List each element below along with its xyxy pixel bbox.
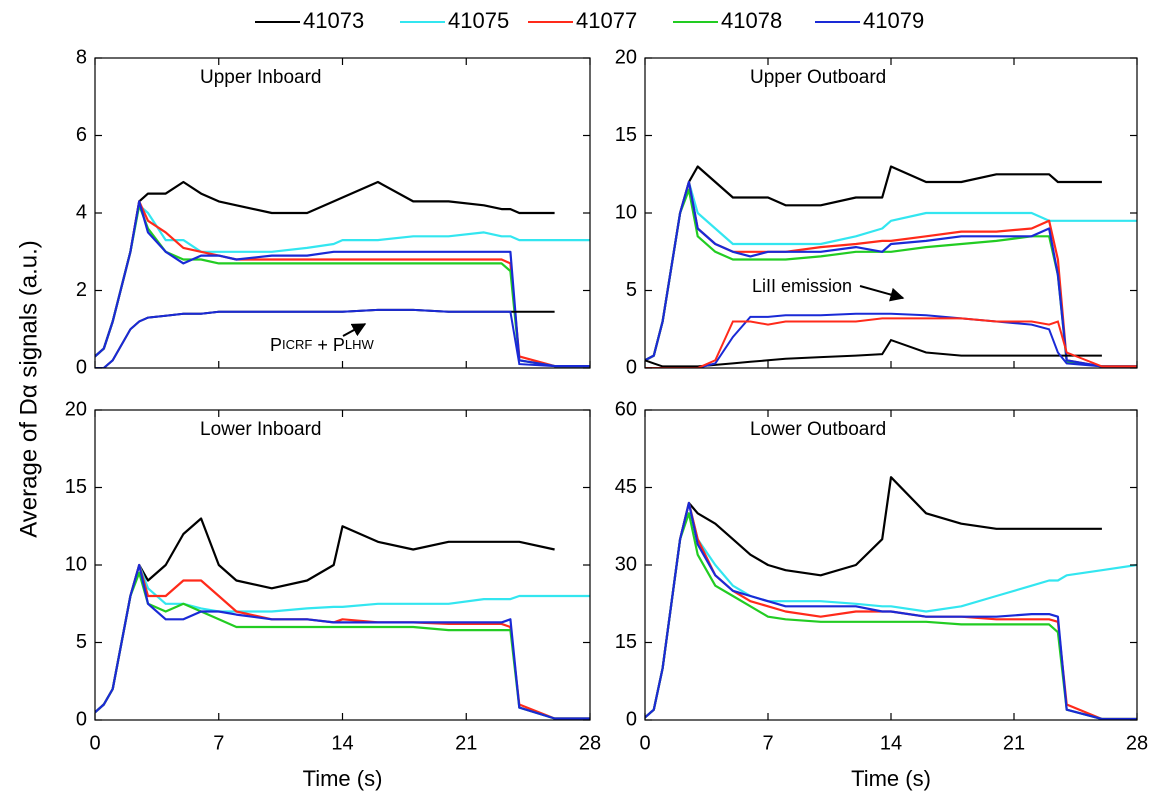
y-tick-label: 5 (626, 279, 637, 301)
signal-line (645, 317, 1137, 368)
x-tick-label: 21 (1003, 732, 1025, 754)
x-tick-label: 14 (331, 732, 353, 754)
y-tick-label: 0 (76, 708, 87, 730)
plot-area (645, 165, 1137, 368)
annotation-arrow (859, 285, 905, 302)
legend-label: 41077 (576, 8, 637, 33)
legend-label: 41075 (448, 8, 509, 33)
y-tick-label: 0 (626, 708, 637, 730)
series-line (95, 563, 590, 714)
annotation: LiII emission (752, 276, 852, 296)
x-tick-label: 0 (89, 732, 100, 754)
signal-line (645, 312, 1137, 368)
x-tick-label: 0 (639, 732, 650, 754)
x-tick-label: 14 (880, 732, 902, 754)
signal-line (95, 308, 590, 368)
y-tick-label: 8 (76, 46, 87, 68)
y-tick-label: 0 (626, 356, 637, 378)
series-line (645, 476, 1102, 719)
legend-label: 41078 (721, 8, 782, 33)
y-tick-label: 15 (65, 476, 87, 498)
series-line (95, 180, 555, 358)
signal-line (645, 338, 1102, 368)
series-line (95, 517, 555, 714)
legend-label: 41079 (863, 8, 924, 33)
series-line (645, 501, 1137, 720)
y-tick-label: 6 (76, 124, 87, 146)
annotation-part: ICRF (282, 337, 312, 352)
x-tick-label: 21 (455, 732, 477, 754)
series-line (95, 563, 590, 720)
annotation-part: LHW (345, 337, 375, 352)
panel-title: Upper Inboard (200, 67, 321, 88)
series-line (645, 188, 1137, 368)
plot-area (95, 517, 590, 720)
series-line (645, 180, 1137, 368)
panel-title: Lower Outboard (750, 419, 886, 440)
y-tick-label: 20 (615, 46, 637, 68)
plot-area (95, 180, 590, 368)
series-line (95, 571, 590, 720)
annotation-part: LiII emission (752, 276, 852, 296)
legend-label: 41073 (303, 8, 364, 33)
x-axis-label: Time (s) (303, 766, 383, 791)
x-axis-label: Time (s) (851, 766, 931, 791)
y-tick-label: 0 (76, 356, 87, 378)
plot-area (645, 476, 1137, 720)
y-tick-label: 4 (76, 201, 87, 223)
series-line (95, 563, 590, 720)
series-line (645, 165, 1102, 362)
y-tick-label: 45 (615, 476, 637, 498)
x-tick-label: 28 (1126, 732, 1148, 754)
series-line (95, 200, 590, 368)
panel-title: Lower Inboard (200, 419, 321, 440)
y-axis-label: Average of Dα signals (a.u.) (15, 240, 42, 538)
annotation: PICRF + PLHW (270, 335, 375, 355)
panel-title: Upper Outboard (750, 67, 886, 88)
annotation-part: P (270, 335, 282, 355)
x-tick-label: 7 (762, 732, 773, 754)
x-tick-label: 28 (579, 732, 601, 754)
y-tick-label: 15 (615, 631, 637, 653)
annotation-arrow (342, 323, 367, 337)
annotation-part: + P (312, 335, 345, 355)
y-tick-label: 60 (615, 398, 637, 420)
y-tick-label: 10 (615, 201, 637, 223)
y-tick-label: 15 (615, 124, 637, 146)
y-tick-label: 20 (65, 398, 87, 420)
x-tick-label: 7 (213, 732, 224, 754)
y-tick-label: 5 (76, 631, 87, 653)
series-line (645, 512, 1137, 720)
y-tick-label: 2 (76, 279, 87, 301)
y-tick-label: 30 (615, 553, 637, 575)
y-tick-label: 10 (65, 553, 87, 575)
